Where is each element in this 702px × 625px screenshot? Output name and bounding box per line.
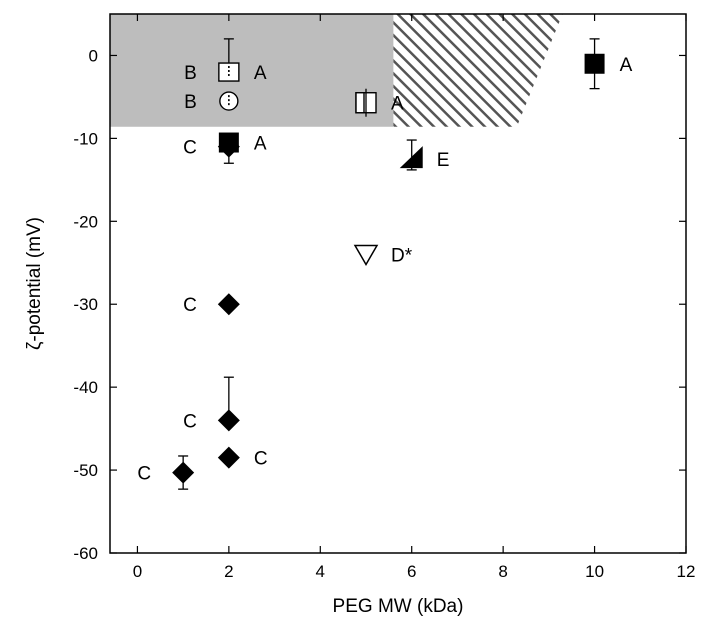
- point-label: A: [254, 134, 267, 155]
- x-axis-title: PEG MW (kDa): [333, 596, 464, 617]
- data-point: [355, 88, 377, 117]
- point-label: D*: [391, 245, 413, 266]
- x-tick-label: 0: [133, 562, 142, 581]
- marker-square-open: [218, 62, 240, 82]
- point-label: B: [184, 92, 197, 113]
- plot-frame: [109, 13, 687, 554]
- data-point: [218, 62, 240, 82]
- data-markers: [172, 53, 605, 484]
- shaded-regions: [110, 14, 563, 127]
- point-label: A: [254, 63, 267, 84]
- x-tick-label: 2: [224, 562, 233, 581]
- marker-triangle-half: [399, 146, 423, 169]
- data-point: [353, 244, 379, 266]
- y-tick-label: -30: [73, 295, 98, 314]
- data-point: [399, 146, 423, 169]
- shaded-region-gray: [110, 14, 394, 127]
- data-point: [172, 461, 195, 484]
- y-tick-label: -60: [73, 544, 98, 563]
- marker-diamond-filled: [172, 461, 195, 484]
- y-axis-title: ζ-potential (mV): [24, 217, 45, 350]
- data-point: [217, 293, 240, 316]
- marker-square-filled: [584, 53, 605, 74]
- point-label: A: [620, 55, 633, 76]
- point-label: A: [391, 94, 404, 115]
- marker-triangle-down-open: [353, 244, 379, 266]
- x-tick-label: 6: [407, 562, 416, 581]
- x-axis-ticks: 0 2 4 6 8 10 12: [133, 14, 696, 581]
- marker-diamond-filled: [217, 135, 240, 158]
- data-point: [217, 409, 240, 432]
- point-label: E: [437, 150, 450, 171]
- marker-diamond-filled: [217, 293, 240, 316]
- marker-diamond-filled: [217, 409, 240, 432]
- y-tick-label: 0: [89, 46, 98, 65]
- point-label: C: [137, 464, 151, 485]
- data-point: [219, 91, 239, 111]
- marker-diamond-filled: [217, 446, 240, 469]
- point-label: C: [183, 138, 197, 159]
- point-label: B: [184, 63, 197, 84]
- y-tick-label: -40: [73, 378, 98, 397]
- point-label: C: [183, 411, 197, 432]
- x-tick-label: 12: [677, 562, 696, 581]
- y-tick-label: -50: [73, 461, 98, 480]
- data-point: [217, 135, 240, 158]
- y-tick-label: -10: [73, 129, 98, 148]
- x-tick-label: 8: [498, 562, 507, 581]
- point-labels: A B A C A E D* C C C C A B: [137, 55, 632, 485]
- point-label: C: [183, 295, 197, 316]
- data-point: [584, 53, 605, 74]
- x-tick-label: 4: [316, 562, 325, 581]
- y-axis-ticks: 0 -10 -20 -30 -40 -50 -60: [73, 46, 686, 563]
- y-tick-label: -20: [73, 212, 98, 231]
- shaded-region-hatched: [393, 14, 563, 127]
- data-point: [217, 446, 240, 469]
- marker-square-half-inner: [355, 92, 365, 114]
- point-label: C: [254, 449, 268, 470]
- x-tick-label: 10: [585, 562, 604, 581]
